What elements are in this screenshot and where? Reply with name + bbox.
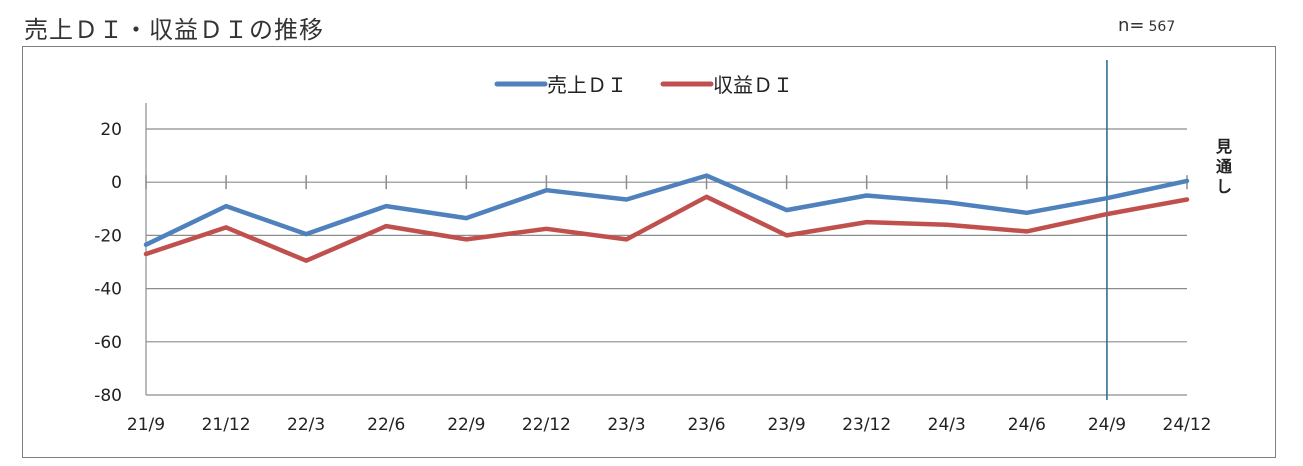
y-tick-label: 20 bbox=[100, 120, 122, 140]
x-tick-label: 23/6 bbox=[687, 415, 725, 435]
series-line-profit bbox=[143, 194, 1190, 263]
y-tick-label: -80 bbox=[94, 386, 122, 406]
x-tick-label: 21/12 bbox=[202, 415, 251, 435]
x-tick-label: 23/12 bbox=[842, 415, 891, 435]
x-tick-label: 22/12 bbox=[522, 415, 571, 435]
x-tick-label: 22/3 bbox=[287, 415, 325, 435]
x-tick-label: 21/9 bbox=[127, 415, 165, 435]
legend-label: 売上ＤＩ bbox=[547, 73, 627, 97]
page-title: 売上ＤＩ・収益ＤＩの推移 bbox=[24, 16, 324, 44]
x-tick-label: 22/9 bbox=[447, 415, 485, 435]
x-tick-label: 24/9 bbox=[1088, 415, 1126, 435]
x-tick-label: 24/12 bbox=[1163, 415, 1212, 435]
forecast-label-char: 見 bbox=[1215, 137, 1232, 156]
x-tick-label: 22/6 bbox=[367, 415, 405, 435]
y-tick-label: -60 bbox=[94, 333, 122, 353]
x-tick-label: 23/3 bbox=[607, 415, 645, 435]
x-tick-label: 23/9 bbox=[768, 415, 806, 435]
sample-size-label: n= bbox=[1118, 15, 1145, 36]
sample-size-value: 567 bbox=[1148, 19, 1176, 35]
forecast-label-char: し bbox=[1216, 177, 1232, 196]
x-tick-label: 24/3 bbox=[928, 415, 966, 435]
y-tick-label: 0 bbox=[111, 173, 122, 193]
sample-size: n= 567 bbox=[1118, 15, 1175, 36]
legend-label: 収益ＤＩ bbox=[713, 73, 793, 97]
series-line-sales bbox=[143, 173, 1190, 247]
y-tick-label: -40 bbox=[94, 280, 122, 300]
x-tick-label: 24/6 bbox=[1008, 415, 1046, 435]
forecast-label-char: 通 bbox=[1216, 157, 1232, 176]
y-tick-label: -20 bbox=[94, 226, 122, 246]
chart-frame bbox=[22, 46, 1276, 458]
